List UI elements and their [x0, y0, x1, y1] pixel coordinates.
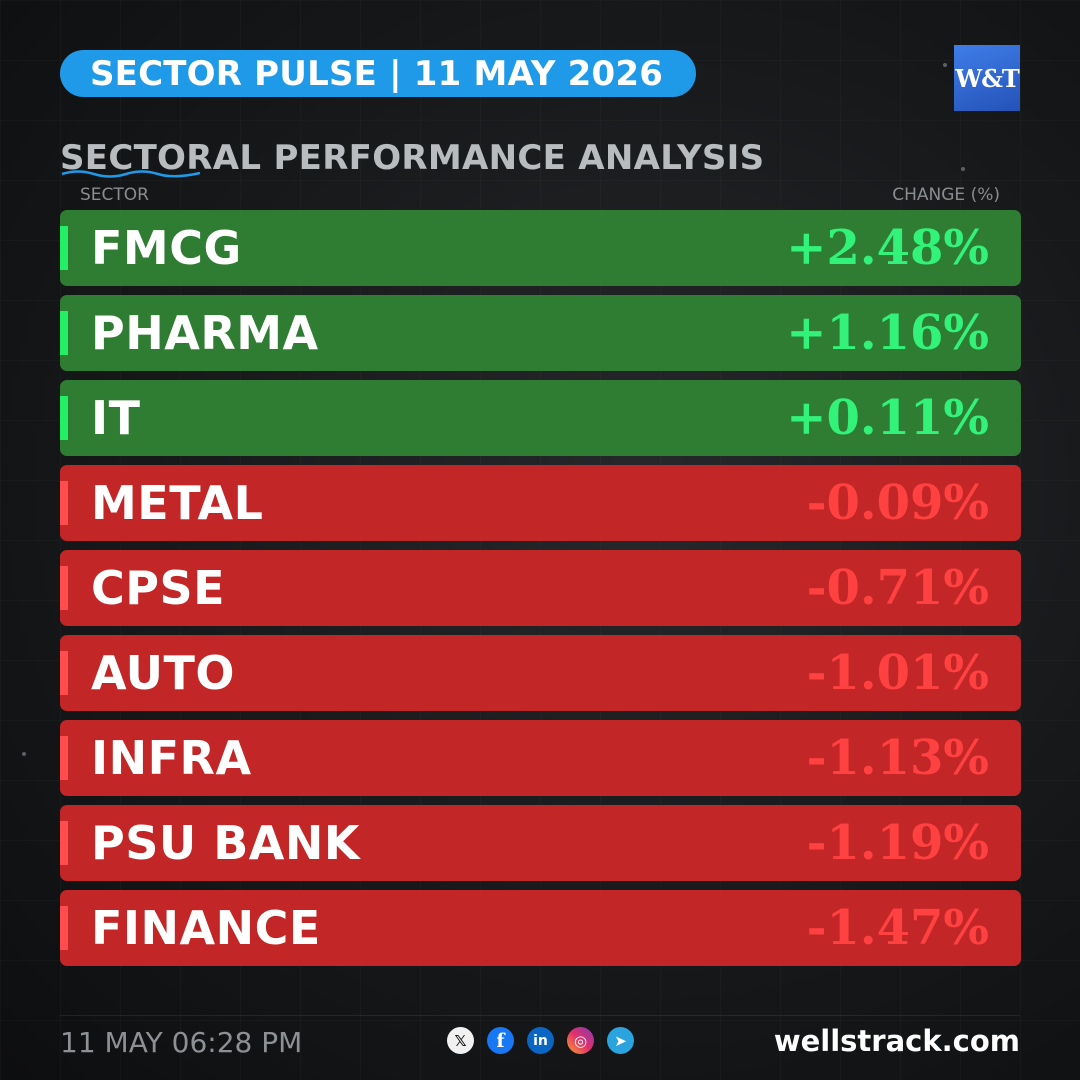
row-accent-bar: [60, 821, 68, 865]
facebook-icon[interactable]: f: [487, 1027, 514, 1054]
row-accent-bar: [60, 566, 68, 610]
sector-change: +0.11%: [786, 390, 989, 446]
logo-text: W&T: [955, 63, 1019, 93]
brand-logo[interactable]: W&T: [954, 45, 1020, 111]
row-accent-bar: [60, 396, 68, 440]
timestamp: 11 MAY 06:28 PM: [60, 1026, 303, 1059]
decorative-dot: [22, 752, 26, 756]
sector-row: IT +0.11%: [60, 380, 1021, 456]
telegram-icon[interactable]: ➤: [607, 1027, 634, 1054]
sector-change: -0.71%: [806, 560, 989, 616]
column-header-change: CHANGE (%): [892, 185, 1000, 205]
sector-row: FINANCE -1.47%: [60, 890, 1021, 966]
sector-row: CPSE -0.71%: [60, 550, 1021, 626]
row-accent-bar: [60, 906, 68, 950]
sector-change: -1.01%: [806, 645, 989, 701]
sector-change: -1.47%: [806, 900, 989, 956]
row-accent-bar: [60, 311, 68, 355]
sector-change: -0.09%: [806, 475, 989, 531]
sector-change: +2.48%: [786, 220, 989, 276]
footer-divider: [60, 1015, 1020, 1016]
sector-name: PHARMA: [91, 306, 319, 360]
column-header-sector: SECTOR: [80, 185, 149, 205]
linkedin-icon[interactable]: in: [527, 1027, 554, 1054]
sector-row: METAL -0.09%: [60, 465, 1021, 541]
sector-name: FINANCE: [91, 901, 321, 955]
instagram-icon[interactable]: ◎: [567, 1027, 594, 1054]
sector-name: FMCG: [91, 221, 242, 275]
row-accent-bar: [60, 226, 68, 270]
website-link[interactable]: wellstrack.com: [773, 1024, 1020, 1058]
decorative-dot: [943, 63, 947, 67]
header-title: SECTOR PULSE | 11 MAY 2026: [90, 53, 664, 94]
sector-row: PSU BANK -1.19%: [60, 805, 1021, 881]
sector-list: FMCG +2.48% PHARMA +1.16% IT +0.11% METAL -0.09…: [60, 210, 1021, 975]
sector-change: -1.19%: [806, 815, 989, 871]
sector-name: PSU BANK: [91, 816, 361, 870]
sector-row: FMCG +2.48%: [60, 210, 1021, 286]
sector-change: -1.13%: [806, 730, 989, 786]
section-title: SECTORAL PERFORMANCE ANALYSIS: [60, 138, 765, 178]
title-underline-squiggle: [61, 170, 201, 178]
sector-row: PHARMA +1.16%: [60, 295, 1021, 371]
row-accent-bar: [60, 736, 68, 780]
sector-row: INFRA -1.13%: [60, 720, 1021, 796]
decorative-dot: [961, 167, 965, 171]
sector-name: CPSE: [91, 561, 226, 615]
header-title-pill: SECTOR PULSE | 11 MAY 2026: [60, 50, 696, 97]
sector-row: AUTO -1.01%: [60, 635, 1021, 711]
row-accent-bar: [60, 481, 68, 525]
sector-name: INFRA: [91, 731, 252, 785]
sector-change: +1.16%: [786, 305, 989, 361]
sector-name: AUTO: [91, 646, 236, 700]
sector-name: METAL: [91, 476, 264, 530]
sector-name: IT: [91, 391, 141, 445]
x-icon[interactable]: 𝕏: [447, 1027, 474, 1054]
row-accent-bar: [60, 651, 68, 695]
